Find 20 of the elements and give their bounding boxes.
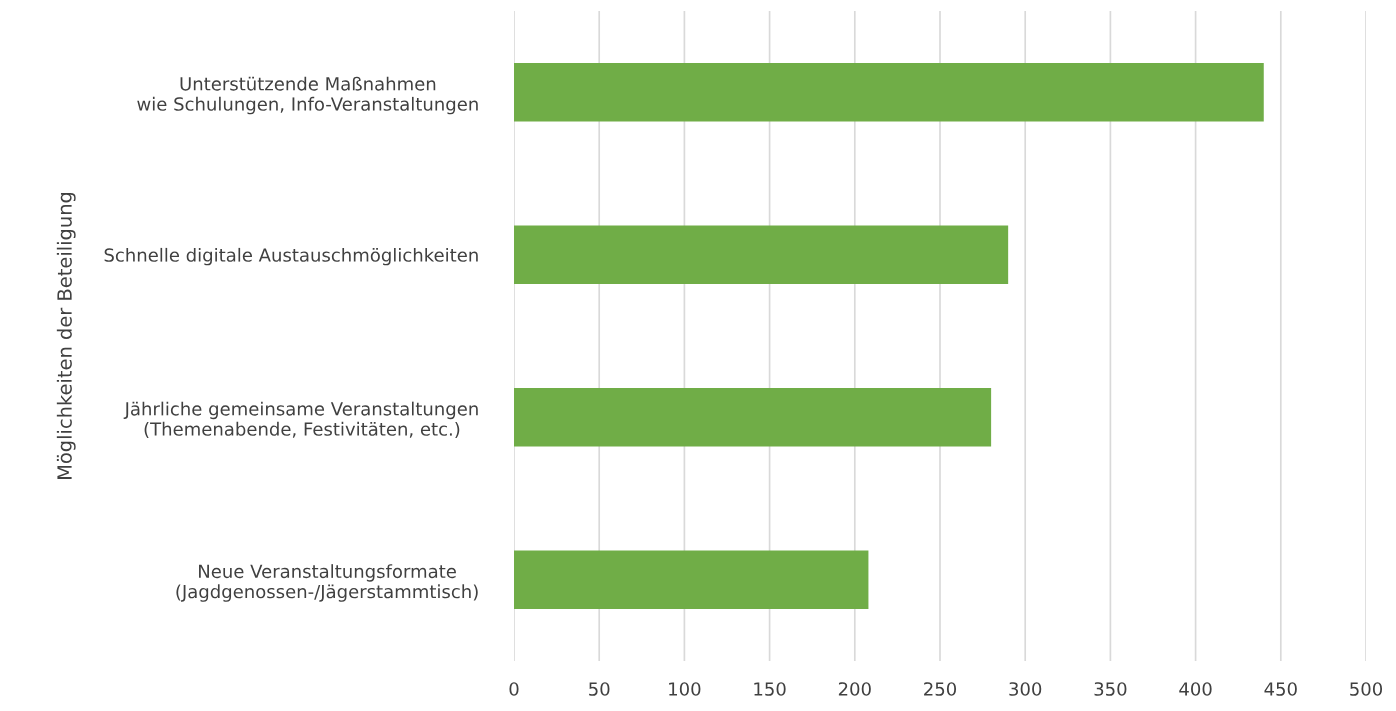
x-tick-label: 100 bbox=[669, 682, 701, 696]
bar bbox=[514, 63, 1264, 122]
x-tick-label: 50 bbox=[589, 682, 610, 696]
y-tick-label: Jährliche gemeinsame Veranstaltungen (Themenabende, Festivitäten, etc.) bbox=[123, 401, 478, 438]
y-tick-label: Unterstützende Maßnahmen wie Schulungen, Info-Veranstaltungen bbox=[137, 76, 478, 115]
bar bbox=[514, 388, 992, 447]
x-tick-label: 350 bbox=[1094, 682, 1127, 696]
x-tick-label: 0 bbox=[509, 682, 519, 696]
x-tick-label: 400 bbox=[1179, 682, 1212, 696]
x-tick-label: 300 bbox=[1009, 682, 1042, 696]
y-axis-title: Möglichkeiten der Beteiligung bbox=[56, 192, 76, 479]
bar bbox=[514, 550, 869, 609]
x-tick-label: 250 bbox=[924, 682, 957, 696]
x-tick-label: 450 bbox=[1264, 682, 1297, 696]
x-tick-label: 150 bbox=[754, 682, 786, 696]
x-tick-label: 200 bbox=[838, 682, 871, 696]
bar bbox=[514, 225, 1009, 284]
y-tick-label: Schnelle digitale Austauschmöglichkeiten bbox=[104, 247, 478, 266]
y-tick-label: Neue Veranstaltungsformate (Jagdgenossen-/Jägerstammtisch) bbox=[176, 564, 478, 602]
x-tick-label: 500 bbox=[1350, 682, 1383, 696]
